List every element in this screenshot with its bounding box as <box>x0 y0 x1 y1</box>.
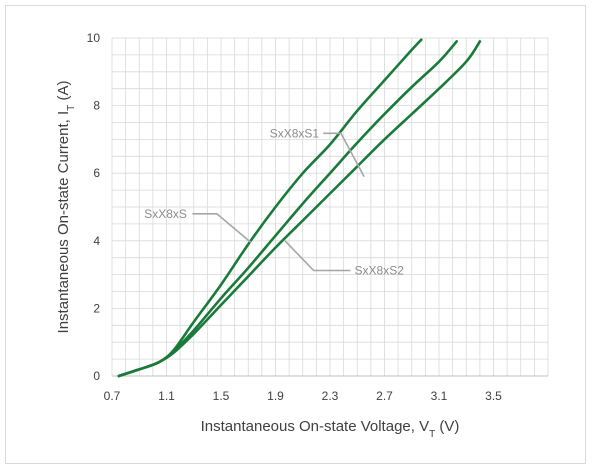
chart-frame <box>5 5 586 464</box>
x-axis-title: Instantaneous On-state Voltage, VT (V) <box>201 418 460 440</box>
y-axis-title-subscript: T <box>66 105 77 111</box>
annotation-leader-line <box>323 132 365 177</box>
y-tick-label: 10 <box>87 31 101 45</box>
annotations: SxX8xS1 SxX8xS SxX8xS2 <box>144 126 404 277</box>
y-axis-title: Instantaneous On-state Current, IT (A) <box>55 81 77 334</box>
annotation-leader-line <box>284 240 351 272</box>
x-tick-label: 3.1 <box>431 389 448 403</box>
annotation-label: SxX8xS2 <box>355 264 405 278</box>
x-axis-title-main: Instantaneous On-state Voltage, V <box>201 418 430 435</box>
y-tick-label: 4 <box>93 234 100 248</box>
x-tick-label: 1.5 <box>213 389 230 403</box>
series-lines <box>117 38 482 378</box>
x-tick-label: 2.7 <box>376 389 393 403</box>
y-axis-title-main: Instantaneous On-state Current, I <box>55 111 72 334</box>
tick-labels: 0.7 1.1 1.5 1.9 2.3 2.7 3.1 3.5 0 2 4 6 8 10 <box>87 31 503 403</box>
y-tick-label: 8 <box>93 99 100 113</box>
x-tick-label: 2.3 <box>322 389 339 403</box>
y-tick-label: 2 <box>93 301 100 315</box>
x-tick-label: 1.1 <box>158 389 175 403</box>
x-tick-label: 1.9 <box>267 389 284 403</box>
series-line-sxx8xs2 <box>117 40 482 378</box>
annotation-label: SxX8xS <box>144 207 187 221</box>
grid <box>111 37 549 377</box>
y-tick-label: 6 <box>93 166 100 180</box>
x-axis-title-suffix: (V) <box>435 418 459 435</box>
y-axis-title-suffix: (A) <box>55 81 72 105</box>
annotation-label: SxX8xS1 <box>270 126 320 140</box>
x-tick-label: 3.5 <box>485 389 502 403</box>
x-axis-title-subscript: T <box>429 429 435 440</box>
x-tick-label: 0.7 <box>104 389 121 403</box>
y-tick-label: 0 <box>93 369 100 383</box>
annotation-leader-line <box>192 213 252 244</box>
